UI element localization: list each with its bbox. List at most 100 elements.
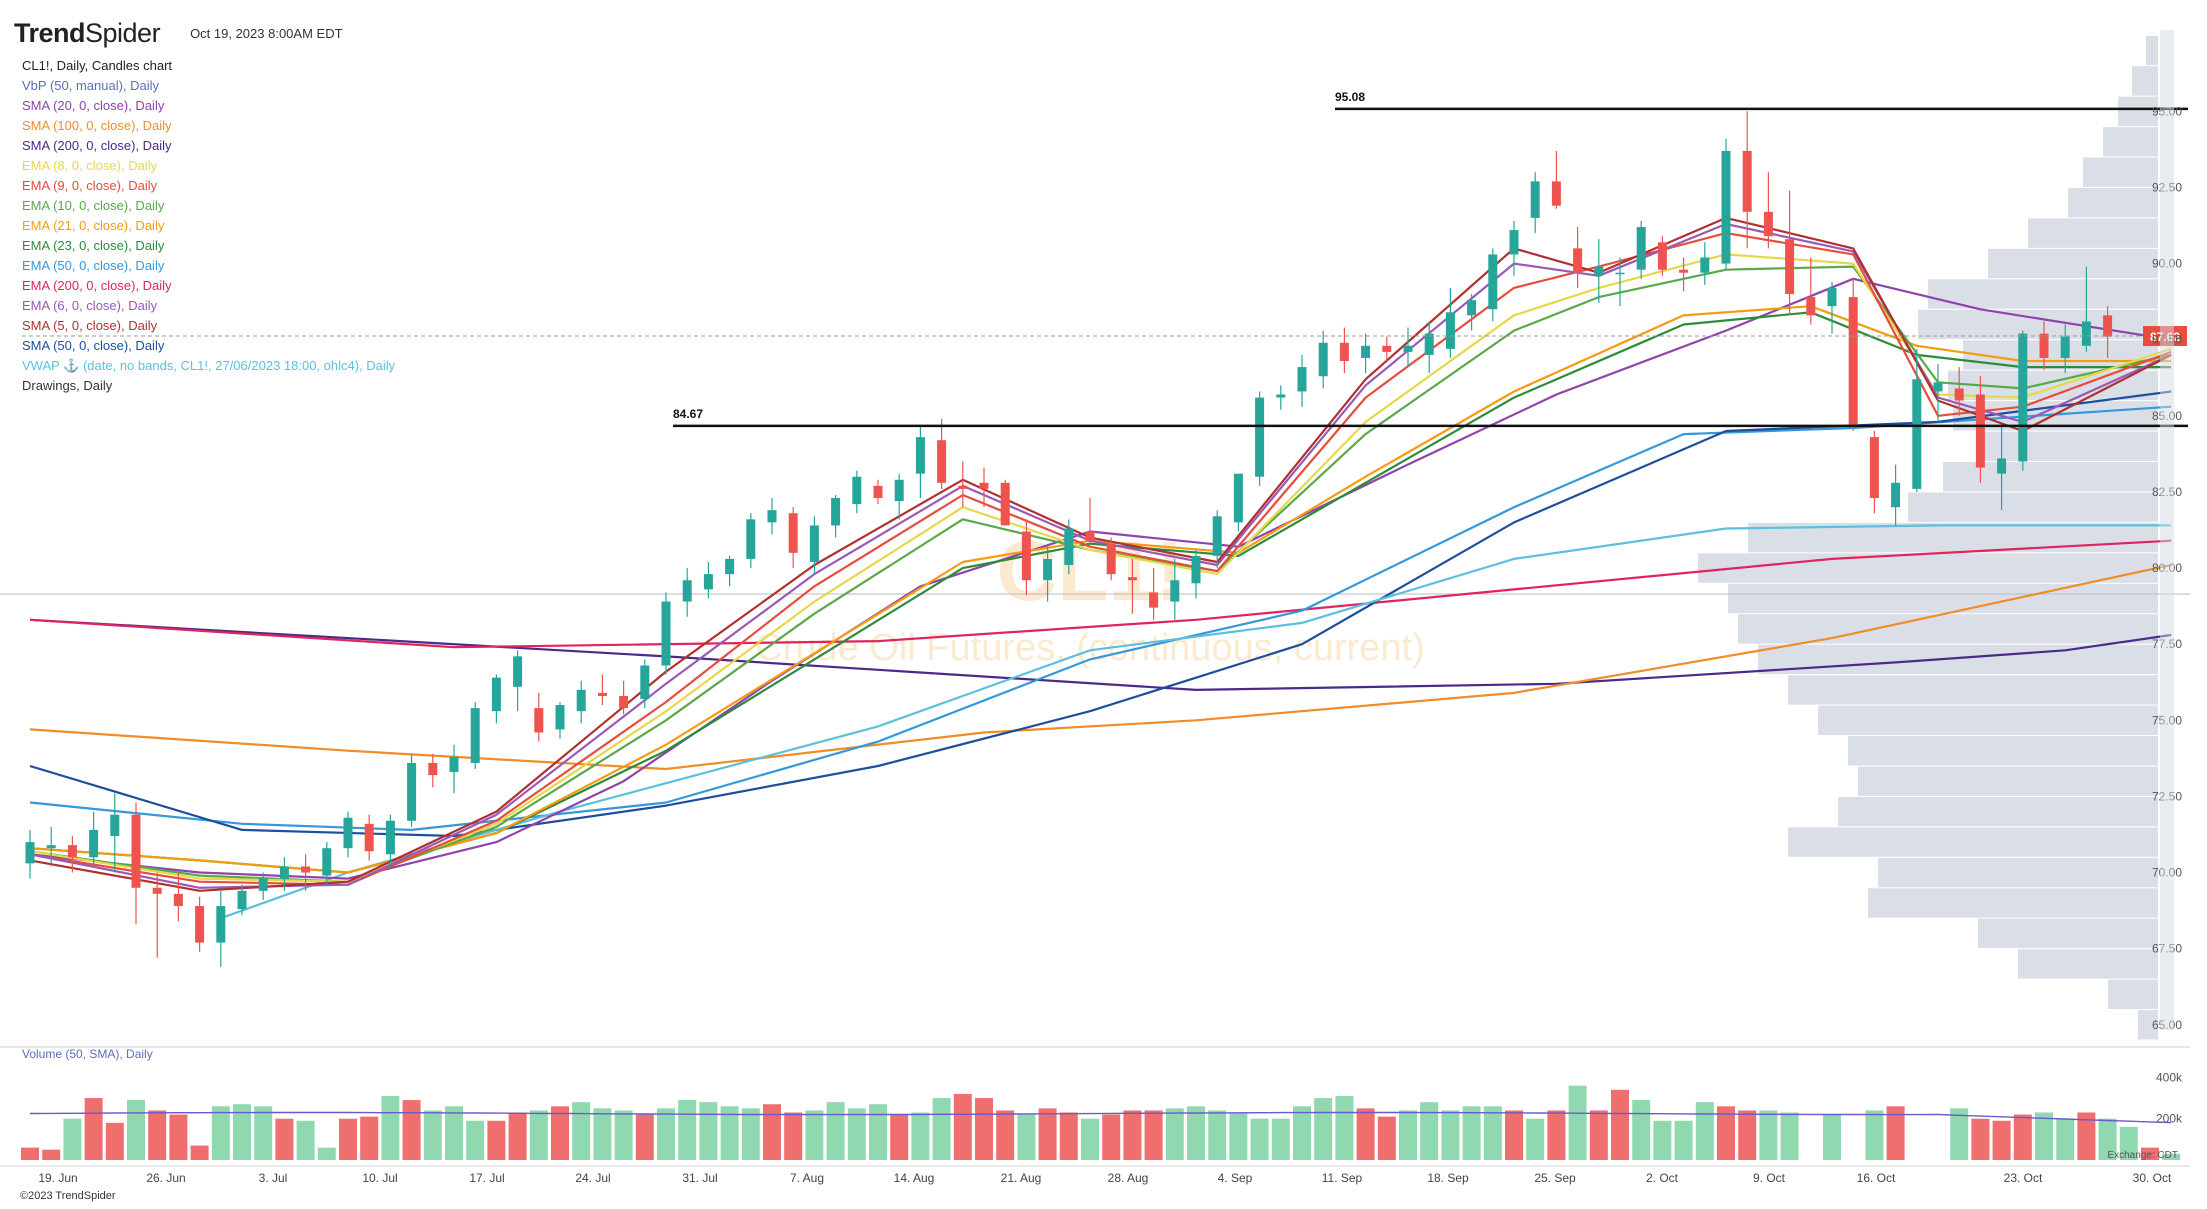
- legend-item[interactable]: EMA (21, 0, close), Daily: [22, 218, 165, 233]
- vbp-bar: [2132, 66, 2158, 96]
- volume-bar: [1208, 1110, 1227, 1160]
- ma-line: [29, 563, 2172, 771]
- candle-body: [2060, 336, 2070, 358]
- volume-bar: [381, 1095, 400, 1160]
- volume-bar: [1165, 1108, 1184, 1160]
- x-tick-label: 23. Oct: [2004, 1171, 2043, 1185]
- volume-bar: [1992, 1120, 2011, 1160]
- candle-body: [831, 498, 841, 526]
- horizontal-level-label: 84.67: [673, 407, 703, 421]
- volume-bar: [1971, 1118, 1990, 1160]
- chart-name: CL1!, Daily, Candles chart: [22, 58, 173, 73]
- legend-item[interactable]: EMA (50, 0, close), Daily: [22, 258, 165, 273]
- candle-body: [1742, 150, 1752, 212]
- candle-body: [2103, 315, 2113, 337]
- volume-bar: [2162, 1153, 2181, 1160]
- vbp-bar: [1878, 857, 2158, 888]
- x-tick-label: 25. Sep: [1534, 1171, 1576, 1185]
- candle-body: [597, 692, 607, 696]
- candle-body: [1467, 300, 1477, 316]
- volume-bar: [1399, 1110, 1417, 1160]
- candle-body: [1848, 297, 1858, 428]
- legend-item[interactable]: EMA (9, 0, close), Daily: [22, 178, 158, 193]
- legend-item[interactable]: VWAP ⚓ (date, no bands, CL1!, 27/06/2023…: [22, 358, 396, 373]
- candle-body: [1064, 528, 1074, 566]
- volume-bar: [1377, 1116, 1396, 1160]
- candle-body: [513, 656, 523, 687]
- candle-body: [89, 829, 99, 858]
- vbp-bar: [1838, 796, 2158, 827]
- legend-item[interactable]: SMA (50, 0, close), Daily: [22, 338, 165, 353]
- candle-body: [1721, 150, 1731, 264]
- vbp-bar: [1988, 248, 2158, 279]
- candle-body: [237, 890, 247, 910]
- candle-body: [25, 842, 35, 864]
- candle-body: [2039, 333, 2049, 358]
- candle-body: [873, 485, 883, 499]
- volume-bar: [1738, 1110, 1757, 1160]
- candle-body: [703, 574, 713, 590]
- volume-bar: [932, 1098, 951, 1160]
- vbp-bar: [1918, 309, 2158, 340]
- vbp-bar: [1728, 583, 2158, 614]
- candle-body: [619, 695, 629, 709]
- vbp-bar: [2146, 35, 2158, 66]
- volume-bar: [402, 1100, 421, 1160]
- candle-body: [470, 708, 480, 763]
- candle-body: [1233, 473, 1243, 523]
- volume-bar: [2077, 1112, 2096, 1160]
- candle-body: [1700, 257, 1710, 273]
- volume-bar: [826, 1102, 845, 1160]
- volume-bar: [63, 1118, 82, 1160]
- volume-label: Volume (50, SMA), Daily: [22, 1047, 153, 1061]
- candles: [25, 111, 2113, 967]
- vbp-bar: [1818, 705, 2158, 736]
- legend-item[interactable]: EMA (200, 0, close), Daily: [22, 278, 172, 293]
- legend-item[interactable]: SMA (20, 0, close), Daily: [22, 98, 165, 113]
- candle-body: [661, 601, 671, 666]
- volume-bar: [1611, 1089, 1629, 1160]
- candle-body: [1912, 379, 1922, 489]
- candle-body: [682, 580, 692, 602]
- candle-body: [1785, 239, 1795, 295]
- candle-body: [407, 762, 417, 821]
- candle-body: [555, 705, 565, 730]
- vbp-bar: [2028, 218, 2158, 248]
- legend-item[interactable]: SMA (5, 0, close), Daily: [22, 318, 158, 333]
- volume-bar: [190, 1145, 209, 1160]
- legend-item[interactable]: EMA (23, 0, close), Daily: [22, 238, 165, 253]
- legend-item[interactable]: EMA (10, 0, close), Daily: [22, 198, 165, 213]
- volume-bar: [2119, 1126, 2138, 1160]
- legend-item[interactable]: Drawings, Daily: [22, 378, 113, 393]
- candle-body: [576, 689, 586, 712]
- volume-bar: [635, 1114, 654, 1160]
- legend-item[interactable]: SMA (100, 0, close), Daily: [22, 118, 172, 133]
- candle-body: [746, 519, 756, 559]
- volume-bar: [614, 1110, 633, 1160]
- legend-item[interactable]: SMA (200, 0, close), Daily: [22, 138, 172, 153]
- legend-item[interactable]: VbP (50, manual), Daily: [22, 78, 160, 93]
- candle-body: [767, 510, 777, 523]
- x-tick-label: 10. Jul: [362, 1171, 397, 1185]
- volume-bar: [1250, 1118, 1269, 1160]
- volume-bar: [1759, 1110, 1778, 1160]
- volume-bar: [1632, 1100, 1651, 1160]
- x-tick-label: 26. Jun: [146, 1171, 185, 1185]
- vbp-bar: [2103, 127, 2158, 157]
- x-tick-label: 4. Sep: [1218, 1171, 1253, 1185]
- volume-bar: [1293, 1106, 1311, 1160]
- x-tick-label: 9. Oct: [1753, 1171, 1786, 1185]
- x-tick-label: 28. Aug: [1108, 1171, 1149, 1185]
- volume-bar: [1780, 1112, 1799, 1160]
- volume-bar: [127, 1100, 145, 1160]
- legend-item[interactable]: EMA (6, 0, close), Daily: [22, 298, 158, 313]
- volume-bar: [2056, 1118, 2075, 1160]
- legend-item[interactable]: EMA (8, 0, close), Daily: [22, 158, 158, 173]
- candle-body: [534, 708, 544, 733]
- volume-bar: [211, 1106, 230, 1160]
- volume-bar: [890, 1114, 909, 1160]
- vbp-bar: [2138, 1010, 2158, 1040]
- copyright: ©2023 TrendSpider: [20, 1190, 116, 1202]
- x-tick-label: 16. Oct: [1857, 1171, 1896, 1185]
